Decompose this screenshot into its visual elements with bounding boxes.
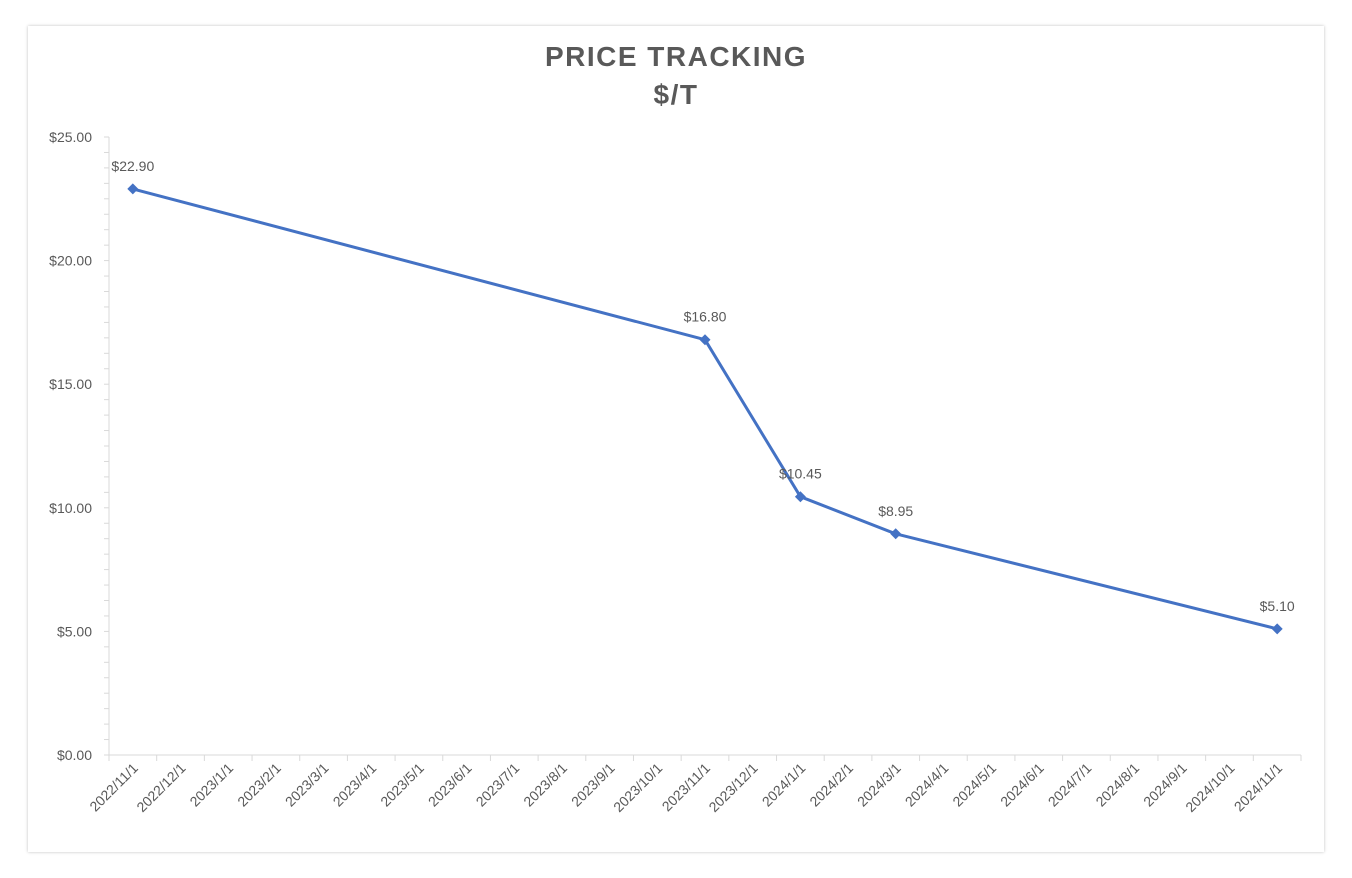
x-tick-label: 2024/11/1	[1231, 760, 1286, 815]
chart-area: PRICE TRACKING $/T $0.00 $5.00 $10.00 $15.0…	[28, 26, 1324, 852]
x-tick-label: 2024/5/1	[949, 760, 999, 810]
x-tick-label: 2024/6/1	[997, 760, 1047, 810]
x-tick-label: 2023/8/1	[520, 760, 570, 810]
x-tick-label: 2023/3/1	[282, 760, 332, 810]
data-label: $16.80	[684, 309, 727, 325]
y-tick-label: $10.00	[49, 500, 92, 516]
x-tick-label: 2023/2/1	[234, 760, 284, 810]
x-tick-label: 2024/3/1	[854, 760, 904, 810]
x-tick-label: 2023/1/1	[186, 760, 236, 810]
data-point-marker	[794, 491, 806, 503]
x-tick-label: 2022/11/1	[86, 760, 141, 815]
x-tick-label: 2023/12/1	[705, 760, 761, 816]
x-tick-label: 2024/4/1	[902, 760, 952, 810]
x-tick-label: 2023/11/1	[658, 760, 713, 815]
y-tick-label: $5.00	[57, 623, 92, 639]
y-tick-label: $15.00	[49, 376, 92, 392]
y-tick-label: $20.00	[49, 253, 92, 269]
x-tick-label: 2023/7/1	[473, 760, 523, 810]
data-label: $10.45	[779, 466, 822, 482]
data-label: $8.95	[878, 503, 913, 519]
chart-title: PRICE TRACKING	[544, 41, 808, 72]
data-label: $22.90	[111, 158, 154, 174]
x-tick-label: 2022/12/1	[133, 760, 189, 816]
data-point-marker	[127, 183, 139, 195]
data-point-marker	[1271, 623, 1283, 635]
series-line	[131, 187, 1279, 631]
x-tick-label: 2024/1/1	[759, 760, 809, 810]
x-tick-label: 2024/7/1	[1045, 760, 1095, 810]
x-tick-label: 2024/10/1	[1182, 760, 1238, 816]
x-tick-label: 2024/8/1	[1092, 760, 1142, 810]
x-tick-label: 2023/10/1	[610, 760, 666, 816]
chart-subtitle: $/T	[653, 79, 699, 110]
x-tick-label: 2023/6/1	[425, 760, 475, 810]
data-point-marker	[890, 528, 902, 540]
x-tick-label: 2023/5/1	[377, 760, 427, 810]
data-label: $5.10	[1260, 598, 1295, 614]
plot-area: $0.00 $5.00 $10.00 $15.00 $20.00 $25.00 2022/1…	[49, 129, 1302, 816]
x-tick-label: 2024/2/1	[806, 760, 856, 810]
y-tick-label: $0.00	[57, 747, 92, 763]
x-tick-label: 2023/4/1	[330, 760, 380, 810]
data-point-marker	[699, 334, 711, 346]
y-tick-label: $25.00	[49, 129, 92, 145]
